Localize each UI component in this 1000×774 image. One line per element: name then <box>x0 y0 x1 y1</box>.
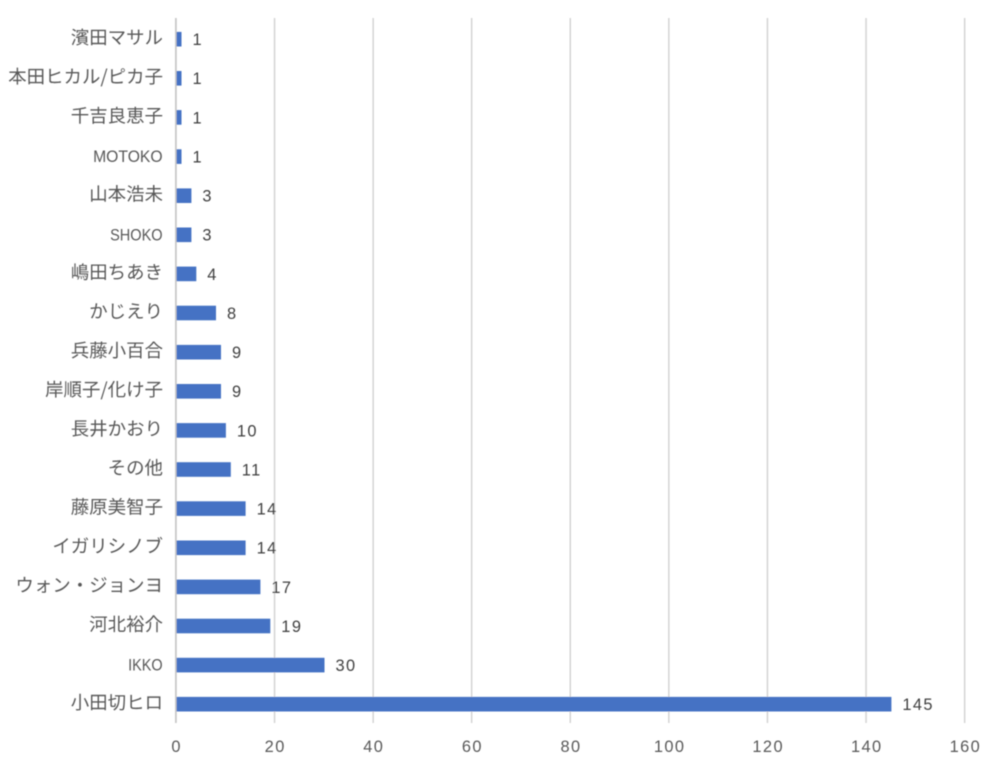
svg-text:0: 0 <box>171 738 182 756</box>
svg-text:17: 17 <box>271 579 292 597</box>
svg-text:120: 120 <box>752 738 784 756</box>
svg-text:9: 9 <box>232 344 243 362</box>
svg-text:10: 10 <box>237 422 258 440</box>
svg-text:8: 8 <box>227 305 238 323</box>
svg-text:100: 100 <box>654 738 686 756</box>
svg-text:1: 1 <box>193 149 204 167</box>
svg-text:145: 145 <box>902 696 934 714</box>
svg-text:3: 3 <box>202 227 213 245</box>
svg-text:SHOKO: SHOKO <box>110 226 163 244</box>
svg-text:14: 14 <box>257 501 278 519</box>
svg-text:19: 19 <box>281 618 302 636</box>
svg-text:1: 1 <box>193 31 204 49</box>
svg-text:30: 30 <box>336 657 357 675</box>
svg-text:1: 1 <box>193 70 204 88</box>
svg-text:80: 80 <box>560 738 581 756</box>
svg-text:1: 1 <box>193 109 204 127</box>
svg-text:MOTOKO: MOTOKO <box>93 148 163 166</box>
svg-text:60: 60 <box>462 738 483 756</box>
svg-text:9: 9 <box>232 383 243 401</box>
svg-text:140: 140 <box>851 738 883 756</box>
svg-text:14: 14 <box>257 540 278 558</box>
svg-text:40: 40 <box>363 738 384 756</box>
svg-text:20: 20 <box>265 738 286 756</box>
svg-text:IKKO: IKKO <box>128 657 163 675</box>
svg-text:3: 3 <box>202 188 213 206</box>
svg-text:160: 160 <box>950 738 982 756</box>
svg-text:11: 11 <box>242 461 262 479</box>
svg-text:4: 4 <box>207 266 218 284</box>
